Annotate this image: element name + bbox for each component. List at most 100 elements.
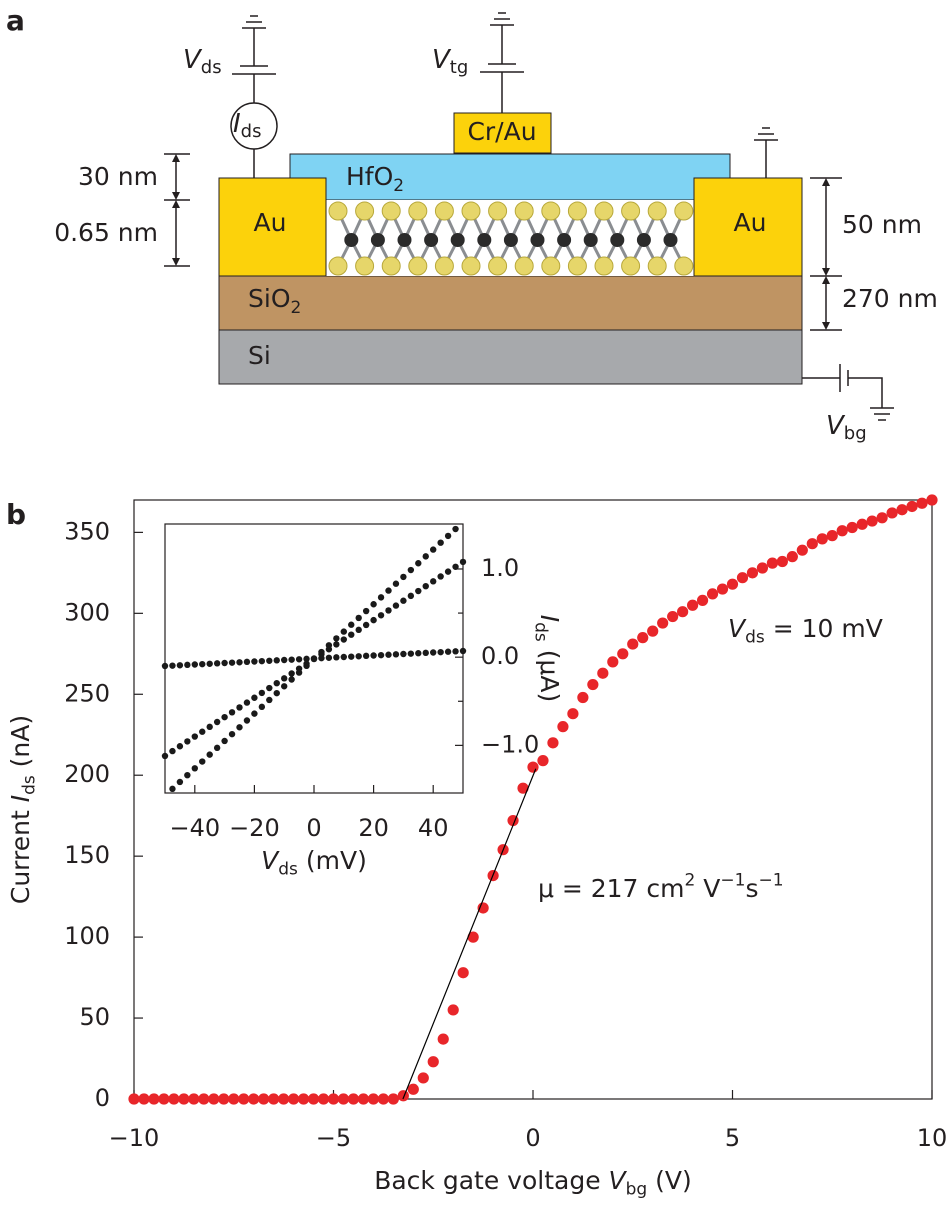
data-point xyxy=(415,650,422,657)
data-point xyxy=(281,656,288,664)
subscript: 2 xyxy=(393,176,404,196)
vbg-wire xyxy=(802,364,894,421)
metal-atom xyxy=(397,233,412,247)
data-point xyxy=(325,654,333,661)
metal-atom xyxy=(503,233,518,247)
si-layer xyxy=(218,329,803,385)
y-tick-label: 200 xyxy=(64,760,110,788)
data-point xyxy=(278,1093,290,1105)
sulfur-atom xyxy=(381,201,401,221)
data-point xyxy=(188,1093,200,1105)
data-point xyxy=(452,648,459,655)
data-point xyxy=(258,1093,270,1105)
data-point xyxy=(607,656,619,668)
data-point xyxy=(407,1083,419,1095)
sulfur-atom xyxy=(674,201,694,221)
text-part: V xyxy=(728,614,747,643)
data-point xyxy=(459,647,467,655)
dimension-label: 50 nm xyxy=(842,210,922,239)
data-point xyxy=(367,1093,379,1105)
sulfur-atom xyxy=(594,256,614,276)
data-point xyxy=(176,778,184,786)
data-point xyxy=(407,592,415,600)
data-point xyxy=(184,661,191,669)
x-tick-label: 0 xyxy=(306,814,321,842)
layer-label: SiO2 xyxy=(248,284,301,318)
text-part: = 10 mV xyxy=(765,614,883,643)
subscript: ds xyxy=(745,628,765,648)
data-point xyxy=(457,967,469,979)
metal-atom xyxy=(583,233,598,247)
data-point xyxy=(218,1093,230,1105)
y2-tick-label: −1.0 xyxy=(481,730,539,758)
vtg-label: Vtg xyxy=(432,45,468,79)
sulfur-atom xyxy=(674,256,694,276)
text-part: Current xyxy=(6,802,35,904)
x-tick-label: 20 xyxy=(358,814,389,842)
data-point xyxy=(806,538,818,550)
sulfur-atom xyxy=(328,201,348,221)
sulfur-atom xyxy=(541,201,561,221)
data-point xyxy=(243,717,251,724)
hfo2-layer xyxy=(289,153,731,201)
data-point xyxy=(452,563,459,570)
data-point xyxy=(238,1093,250,1105)
metal-atom xyxy=(344,233,359,247)
symbol: V xyxy=(826,411,846,441)
data-point xyxy=(199,758,206,765)
data-point xyxy=(297,1093,310,1105)
text-part: (mV) xyxy=(298,846,367,875)
data-point xyxy=(459,558,467,566)
metal-atom xyxy=(663,233,678,247)
x-axis-label: Back gate voltage Vbg (V) xyxy=(374,1166,692,1200)
subscript: ds xyxy=(201,57,222,78)
data-point xyxy=(422,582,429,590)
x-tick-label: −40 xyxy=(169,814,220,842)
superscript: −1 xyxy=(720,871,745,891)
data-point xyxy=(303,655,310,663)
data-point xyxy=(288,676,295,683)
data-point xyxy=(161,662,169,670)
data-point xyxy=(221,713,228,721)
data-point xyxy=(273,679,280,687)
layer-label: Au xyxy=(254,208,287,237)
data-point xyxy=(362,621,370,629)
data-point xyxy=(178,1093,190,1105)
data-point xyxy=(444,532,452,540)
data-point xyxy=(128,1093,140,1105)
data-point xyxy=(397,1090,409,1102)
data-point xyxy=(355,614,362,622)
metal-atom xyxy=(370,233,385,247)
superscript: 2 xyxy=(685,871,696,891)
data-point xyxy=(444,648,452,655)
data-point xyxy=(228,1093,240,1105)
y-tick-label: 300 xyxy=(64,598,110,626)
metal-atom xyxy=(530,233,545,247)
data-point xyxy=(355,626,362,634)
symbol: I xyxy=(233,109,241,139)
y-tick-label: 250 xyxy=(64,679,110,707)
sulfur-atom xyxy=(567,256,587,276)
sulfur-atom xyxy=(541,256,561,276)
data-point xyxy=(251,694,258,701)
data-point xyxy=(687,599,699,611)
data-point xyxy=(176,662,184,669)
data-point xyxy=(706,588,719,600)
dimension-label: 270 nm xyxy=(842,284,938,313)
metal-atom xyxy=(424,233,439,247)
metal-atom xyxy=(636,233,651,247)
data-point xyxy=(258,657,266,665)
data-point xyxy=(206,660,213,667)
data-point xyxy=(357,1093,370,1105)
data-point xyxy=(430,578,437,585)
data-point xyxy=(597,667,609,679)
data-point xyxy=(266,657,273,664)
data-point xyxy=(637,632,649,644)
y-tick-label: 350 xyxy=(64,517,110,545)
sulfur-atom xyxy=(434,201,454,221)
data-point xyxy=(667,610,679,623)
data-point xyxy=(362,652,370,660)
layer-label: Au xyxy=(734,208,767,237)
x-tick-label: 0 xyxy=(525,1124,540,1152)
